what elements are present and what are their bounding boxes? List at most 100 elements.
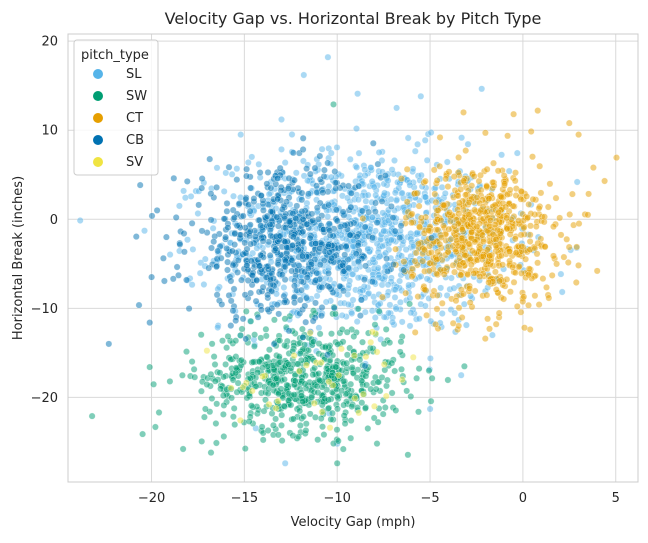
- data-point-ct: [471, 206, 479, 214]
- data-point-sl: [141, 227, 148, 235]
- data-point-cb: [316, 244, 324, 252]
- data-point-cb: [344, 264, 352, 272]
- data-point-cb: [325, 283, 333, 291]
- data-point-sw: [378, 373, 386, 381]
- data-point-sw: [272, 415, 280, 423]
- data-point-cb: [205, 264, 213, 272]
- data-point-ct: [437, 216, 445, 224]
- data-point-ct: [520, 293, 528, 301]
- data-point-cb: [309, 317, 317, 325]
- data-point-ct: [501, 180, 509, 188]
- data-point-ct: [462, 147, 470, 155]
- data-point-sl: [423, 275, 431, 283]
- data-point-sw: [237, 356, 245, 364]
- data-point-cb: [223, 207, 231, 215]
- data-point-sw: [296, 422, 304, 429]
- data-point-sl: [280, 284, 288, 291]
- data-point-sv: [367, 338, 375, 346]
- data-point-ct: [434, 248, 442, 256]
- data-point-cb: [281, 238, 289, 246]
- data-point-sw: [238, 325, 246, 333]
- data-point-cb: [247, 184, 255, 192]
- data-point-cb: [297, 277, 305, 285]
- data-point-ct: [450, 173, 458, 181]
- data-point-cb: [353, 233, 361, 241]
- data-point-sw: [222, 360, 230, 368]
- data-point-sv: [325, 378, 333, 386]
- data-point-cb: [341, 251, 349, 259]
- data-point-sl: [450, 284, 458, 292]
- data-point-ct: [556, 214, 564, 222]
- y-axis-label: Horizontal Break (inches): [11, 176, 26, 340]
- data-point-cb: [325, 269, 332, 277]
- data-point-cb: [195, 201, 203, 209]
- data-point-ct: [510, 278, 518, 286]
- data-point-sw: [359, 338, 366, 346]
- data-point-cb: [361, 223, 369, 231]
- data-point-ct: [440, 201, 448, 209]
- data-point-cb: [274, 174, 282, 182]
- data-point-sl: [353, 318, 361, 326]
- data-point-sw: [316, 376, 324, 384]
- data-point-ct: [511, 269, 519, 277]
- data-point-ct: [526, 231, 534, 239]
- data-point-cb: [358, 207, 366, 215]
- data-point-cb: [355, 182, 363, 190]
- data-point-ct: [510, 110, 518, 118]
- data-point-cb: [159, 254, 167, 262]
- data-point-sw: [407, 393, 415, 400]
- data-point-cb: [306, 170, 314, 178]
- data-point-ct: [485, 279, 493, 286]
- data-point-sl: [427, 317, 435, 325]
- data-point-ct: [492, 242, 500, 250]
- data-point-sv: [409, 353, 417, 361]
- data-point-ct: [546, 180, 554, 188]
- data-point-sl: [462, 321, 470, 329]
- x-tick-label: −20: [138, 491, 165, 506]
- data-point-ct: [505, 248, 513, 255]
- data-point-cb: [313, 204, 321, 212]
- data-point-sv: [290, 352, 298, 360]
- data-point-sw: [223, 344, 231, 352]
- data-point-cb: [373, 219, 381, 227]
- data-point-cb: [146, 319, 154, 327]
- data-point-cb: [344, 256, 352, 263]
- data-point-ct: [436, 133, 444, 141]
- data-point-cb: [294, 246, 302, 254]
- data-point-ct: [445, 225, 453, 233]
- data-point-sl: [421, 302, 429, 310]
- data-point-sv: [265, 400, 273, 408]
- data-point-sw: [262, 325, 270, 333]
- data-point-sl: [513, 149, 521, 157]
- data-point-cb: [374, 160, 382, 168]
- data-point-sw: [340, 412, 348, 420]
- data-point-cb: [356, 312, 364, 320]
- data-point-sl: [457, 371, 465, 379]
- data-point-cb: [153, 206, 161, 214]
- data-point-sw: [332, 363, 340, 371]
- data-point-sw: [302, 420, 310, 428]
- data-point-cb: [400, 266, 408, 274]
- data-point-ct: [403, 198, 411, 206]
- data-point-ct: [458, 314, 466, 321]
- data-point-ct: [434, 206, 442, 214]
- data-point-sv: [259, 372, 266, 380]
- data-point-cb: [235, 199, 243, 207]
- data-point-sl: [405, 281, 413, 289]
- data-point-sw: [311, 413, 319, 421]
- data-point-sl: [380, 313, 388, 321]
- data-point-ct: [455, 154, 463, 161]
- data-point-cb: [264, 291, 272, 299]
- data-point-sl: [414, 140, 422, 148]
- y-tick-label: 0: [50, 213, 58, 228]
- data-point-cb: [369, 278, 376, 286]
- data-point-cb: [312, 299, 319, 307]
- data-point-sw: [296, 407, 304, 415]
- data-point-cb: [256, 169, 264, 177]
- data-point-sl: [381, 189, 389, 197]
- data-point-sl: [505, 167, 513, 175]
- data-point-ct: [481, 335, 489, 343]
- data-point-sw: [281, 315, 289, 323]
- data-point-ct: [543, 283, 550, 291]
- data-point-sw: [366, 344, 374, 352]
